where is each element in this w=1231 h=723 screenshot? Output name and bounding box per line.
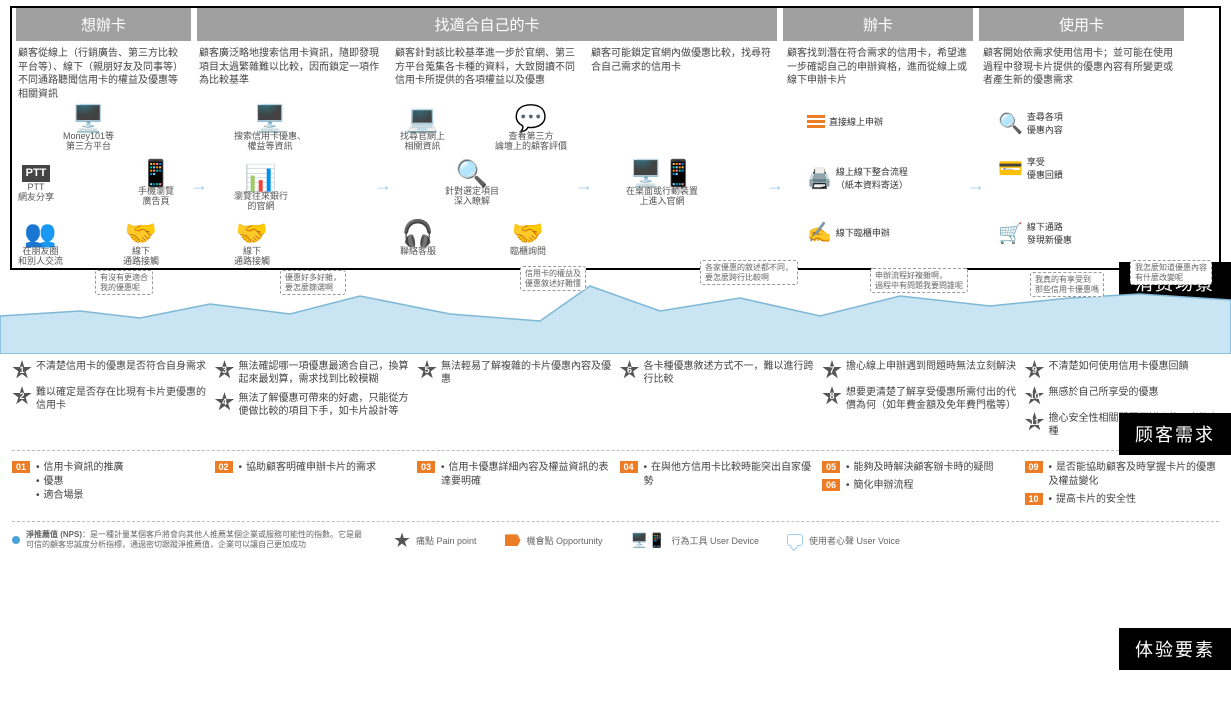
- pain-4: 無法了解優惠可帶來的好處，只能從方便做比較的項目下手，如卡片設計等: [239, 392, 410, 418]
- burst-icon: 6: [620, 360, 640, 380]
- nps-wave: 有沒有更適合我的優惠呢 優惠好多好雜，要怎麼篩選啊 信用卡的權益及優惠敘述好難懂…: [0, 266, 1231, 354]
- mobile-ad-icon: 📱手機瀏覽廣告頁: [138, 160, 174, 207]
- opp-num: 03: [417, 461, 435, 473]
- scenario-box: 想辦卡 找適合自己的卡 辦卡 使用卡 顧客從線上（行銷廣告、第三方比較平台等）、…: [10, 6, 1221, 270]
- desc-2c: 顧客可能鎖定官網內做優惠比較，找尋符合自己需求的信用卡: [591, 47, 781, 101]
- device-icon: 🖥️📱: [631, 532, 666, 549]
- desc-2a: 顧客廣泛略地搜索信用卡資訊，隨即發現項目太過繁雜難以比較，因而鎖定一項作為比較基…: [199, 47, 389, 101]
- desc-1: 顧客從線上（行銷廣告、第三方比較平台等）、線下（親朋好友及同事等）不同通路聽聞信…: [18, 47, 193, 101]
- desktop-mobile-icon: 🖥️📱在桌面或行動裝置上進入官網: [626, 160, 698, 207]
- opp-num: 10: [1025, 493, 1043, 505]
- opp-1: 信用卡資訊的推廣優惠適合場景: [36, 461, 206, 503]
- burst-icon: 11: [1025, 412, 1045, 432]
- burst-icon: 3: [215, 360, 235, 380]
- legend: 淨推薦值 (NPS)：是一種計量某個客戶將會向其他人推薦某個企業或服務可能性的指…: [0, 524, 1231, 561]
- opp-icon: [505, 534, 521, 546]
- legend-voice: 使用者心聲 User Voice: [787, 534, 900, 547]
- stage-headers: 想辦卡 找適合自己的卡 辦卡 使用卡: [12, 8, 1219, 41]
- burst-icon: 5: [417, 360, 437, 380]
- stage-header-4: 使用卡: [979, 8, 1184, 41]
- voice-bubble-7: 我怎麼知道優惠內容有什麼改變呢: [1130, 260, 1212, 285]
- burst-icon: 2: [12, 386, 32, 406]
- apply-offline-icon: ✍️線下臨櫃申辦: [807, 220, 890, 245]
- voice-bubble-3: 信用卡的權益及優惠敘述好難懂: [520, 266, 586, 291]
- browse-bank-icon: 📊瀏覽往來銀行的官網: [234, 165, 288, 212]
- pain-3: 無法確認哪一項優惠最適合自己，換算起來最划算，需求找到比較模糊: [239, 360, 410, 386]
- apply-online-icon: 直接線上申辦: [807, 115, 883, 128]
- pain-1: 不清楚信用卡的優惠是否符合自身需求: [36, 360, 207, 373]
- side-label-needs: 顾客需求: [1119, 413, 1231, 455]
- burst-icon: 10: [1025, 386, 1045, 406]
- opp-3: 信用卡優惠詳細內容及權益資訊的表達要明確: [441, 461, 611, 489]
- pain-points: 1 不清楚信用卡的優惠是否符合自身需求 2難以確定是否存在比現有卡片更優惠的信用卡…: [0, 354, 1231, 448]
- arrow-icon: →: [374, 175, 392, 196]
- money101-icon: 🖥️Money101等第三方平台: [63, 105, 114, 152]
- opp-num: 04: [620, 461, 638, 473]
- pain-9: 不清楚如何使用信用卡優惠回饋: [1049, 360, 1220, 373]
- apply-mixed-icon: 🖨️線上線下整合流程（紙本資料寄送）: [807, 165, 908, 191]
- voice-bubble-4: 各家優惠的敘述都不同，要怎麼跨行比較啊: [700, 260, 798, 285]
- opp-6: 簡化申辦流程: [846, 479, 1016, 493]
- opp-9: 是否能協助顧客及時掌握卡片的優惠及權益變化: [1049, 461, 1219, 489]
- opp-num: 01: [12, 461, 30, 473]
- burst-icon: 4: [215, 392, 235, 412]
- legend-device: 🖥️📱行為工具 User Device: [631, 532, 759, 549]
- ptt-icon: PTTPTT網友分享: [18, 165, 54, 202]
- burst-icon: 9: [1025, 360, 1045, 380]
- voice-bubble-5: 申辦流程好複雜啊，過程中有問題我要問誰呢: [870, 268, 968, 293]
- desc-2b: 顧客針對該比較基準進一步於官網、第三方平台蒐集各卡種的資料，大致閱讀不同信用卡所…: [395, 47, 585, 101]
- stage-header-2: 找適合自己的卡: [197, 8, 777, 41]
- enjoy-icon: 💳享受優惠回饋: [998, 155, 1063, 181]
- opp-num: 02: [215, 461, 233, 473]
- offline2-icon: 🤝線下通路接觸: [234, 220, 270, 267]
- opp-5: 能夠及時解決顧客辦卡時的疑問: [846, 461, 1016, 475]
- pain-6: 各卡種優惠敘述方式不一，難以進行跨行比較: [644, 360, 815, 386]
- legend-nps: 淨推薦值 (NPS)：是一種計量某個客戶將會向其他人推薦某個企業或服務可能性的指…: [12, 530, 366, 551]
- voice-bubble-6: 我真的有享受到那些信用卡優惠嗎: [1030, 272, 1104, 297]
- stage-header-3: 辦卡: [783, 8, 973, 41]
- opp-num: 05: [822, 461, 840, 473]
- legend-opp: 機會點 Opportunity: [505, 534, 603, 547]
- pain-2: 難以確定是否存在比現有卡片更優惠的信用卡: [36, 386, 207, 412]
- stage-header-1: 想辦卡: [16, 8, 191, 41]
- desc-3: 顧客找到潛在符合需求的信用卡，希望進一步確認自己的申辦資格，進而從線上或線下申辦…: [787, 47, 977, 101]
- opp-2: 協助顧客明確申辦卡片的需求: [239, 461, 409, 475]
- burst-icon: 7: [822, 360, 842, 380]
- stage-descriptions: 顧客從線上（行銷廣告、第三方比較平台等）、線下（親朋好友及同事等）不同通路聽聞信…: [12, 41, 1219, 105]
- opp-10: 提高卡片的安全性: [1049, 493, 1219, 507]
- opp-4: 在與他方信用卡比較時能突出自家優勢: [644, 461, 814, 489]
- official-info-icon: 💻找尋官網上相關資訊: [400, 105, 445, 152]
- discover-new-icon: 🛒線下通路發現新優惠: [998, 220, 1072, 246]
- divider: [12, 450, 1219, 451]
- opp-num: 09: [1025, 461, 1043, 473]
- burst-icon: 1: [12, 360, 32, 380]
- search-card-icon: 🖥️搜索信用卡優惠、權益等資訊: [234, 105, 306, 152]
- offline1-icon: 🤝線下通路接觸: [123, 220, 159, 267]
- dot-icon: [12, 536, 20, 544]
- arrow-icon: →: [766, 175, 784, 196]
- burst-icon: 8: [822, 386, 842, 406]
- pain-8: 想要更清楚了解享受優惠所需付出的代價為何（如年費金額及免年費門檻等）: [846, 386, 1017, 412]
- friends-icon: 👥在朋友圈和別人交流: [18, 220, 63, 267]
- side-label-experience: 体验要素: [1119, 628, 1231, 670]
- voice-icon: [787, 534, 803, 546]
- voice-bubble-1: 有沒有更適合我的優惠呢: [95, 270, 153, 295]
- branch-icon: 🤝臨櫃詢問: [510, 220, 546, 256]
- pain-10: 無感於自己所享受的優惠: [1049, 386, 1220, 399]
- pain-7: 擔心線上申辦遇到問題時無法立刻解決: [846, 360, 1017, 373]
- third-review-icon: 💬查看第三方論壇上的顧客評價: [495, 105, 567, 152]
- opportunities: 01 信用卡資訊的推廣優惠適合場景 02 協助顧客明確申辦卡片的需求 03 信用…: [0, 453, 1231, 519]
- divider: [12, 521, 1219, 522]
- check-benefit-icon: 🔍查尋各項優惠內容: [998, 110, 1063, 136]
- call-cs-icon: 🎧聯絡客服: [400, 220, 436, 256]
- desc-4: 顧客開始依需求使用信用卡；並可能在使用過程中發現卡片提供的優惠內容有所變更或者產…: [983, 47, 1188, 101]
- burst-icon: [394, 532, 410, 548]
- voice-bubble-2: 優惠好多好雜，要怎麼篩選啊: [280, 270, 346, 295]
- pain-5: 無法輕易了解複雜的卡片優惠內容及優惠: [441, 360, 612, 386]
- deep-study-icon: 🔍針對選定項目深入瞭解: [445, 160, 499, 207]
- icons-area: 🖥️Money101等第三方平台 PTTPTT網友分享 📱手機瀏覽廣告頁 👥在朋…: [12, 105, 1219, 260]
- legend-pain: 痛點 Pain point: [394, 532, 477, 548]
- opp-num: 06: [822, 479, 840, 491]
